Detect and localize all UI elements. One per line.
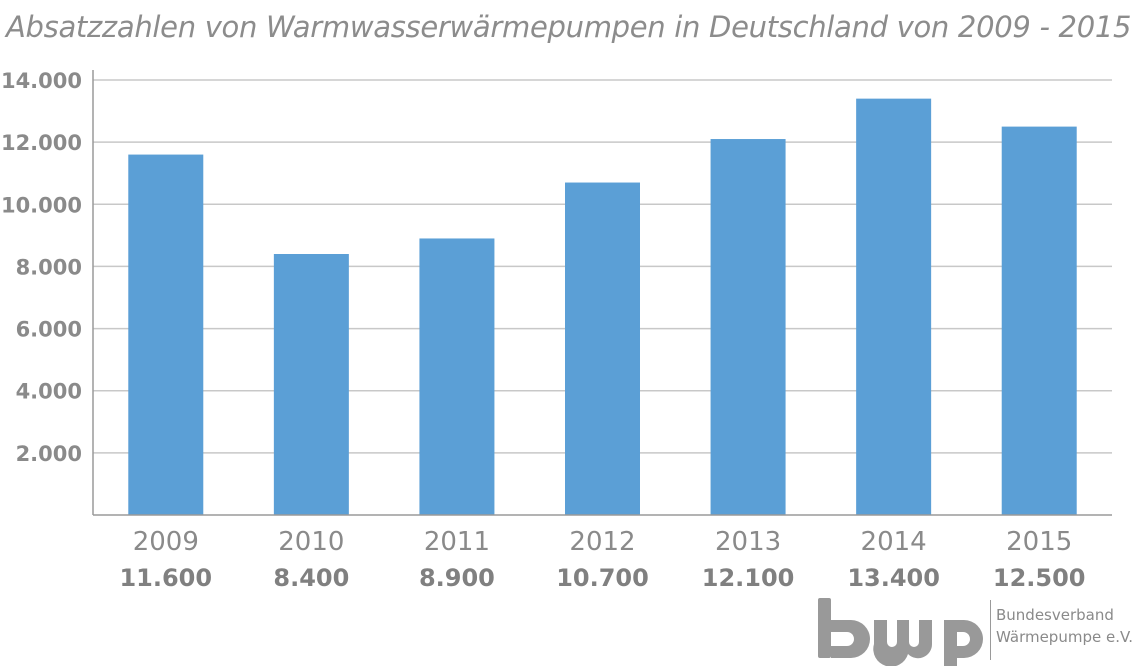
y-tick-label: 14.000 [1,69,82,93]
x-tick-label: 2014 [861,527,927,557]
y-tick-label: 2.000 [16,442,82,466]
x-tick-label: 2015 [1006,527,1072,557]
y-tick-label: 4.000 [16,380,82,404]
bars [128,98,1077,516]
x-tick-label: 2013 [715,527,781,557]
bar [273,254,349,515]
y-tick-label: 8.000 [16,255,82,279]
data-label: 8.400 [273,564,349,592]
y-tick-label: 12.000 [1,131,82,155]
data-label: 10.700 [556,564,649,592]
data-label: 11.600 [119,564,212,592]
bar-chart: 2.000 4.000 6.000 8.000 10.000 12.000 14.000 2… [1,69,1112,592]
data-label: 12.500 [993,564,1086,592]
bar [419,238,495,515]
logo-line-1: Bundesverband [996,606,1114,624]
logo-divider [990,600,991,660]
data-label: 8.900 [419,564,495,592]
bar [856,98,932,516]
x-tick-label: 2011 [424,527,490,557]
y-tick-label: 6.000 [16,318,82,342]
x-tick-label: 2012 [569,527,635,557]
x-tick-label: 2009 [133,527,199,557]
logo-line-2: Wärmepumpe e.V. [996,628,1134,646]
bar [128,154,204,516]
y-axis-ticks: 2.000 4.000 6.000 8.000 10.000 12.000 14.000 [1,69,82,466]
x-tick-label: 2010 [278,527,344,557]
axes [92,70,1112,516]
chart-title: Absatzzahlen von Warmwasserwärmepumpen i… [6,10,1132,44]
x-axis-ticks: 2009 11.600 2010 8.400 2011 8.900 2012 10.700 20… [119,527,1085,592]
bar [565,182,640,516]
bar [710,139,786,516]
bwp-logo: Bundesverband Wärmepumpe e.V. [814,596,1140,666]
logo-text: Bundesverband Wärmepumpe e.V. [996,604,1133,648]
data-label: 12.100 [702,564,795,592]
bar [1001,126,1077,515]
bwp-logo-mark [818,598,983,666]
data-label: 13.400 [847,564,940,592]
y-tick-label: 10.000 [1,193,82,217]
